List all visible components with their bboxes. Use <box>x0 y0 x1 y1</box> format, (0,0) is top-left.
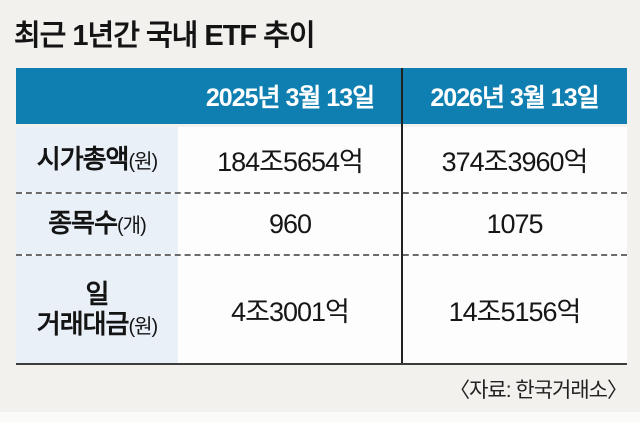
column-header-2025: 2025년 3월 13일 <box>205 84 375 112</box>
row-label-text-line2: 거래대금 <box>36 308 130 339</box>
header-spacer <box>16 68 178 124</box>
page-title: 최근 1년간 국내 ETF 추이 <box>14 20 316 52</box>
table-row-daily-trading-value: 일 거래대금(원) 4조3001억 14조5156억 <box>16 254 627 363</box>
cell-market-cap-2025: 184조5654억 <box>217 147 364 177</box>
table-row-market-cap: 시가총액(원) 184조5654억 374조3960억 <box>16 127 627 192</box>
row-label-text: 종목수 <box>48 208 118 239</box>
table-row-listed-count: 종목수(개) 960 1075 <box>16 192 627 254</box>
column-divider-line <box>401 68 403 363</box>
row-label-listed-count: 종목수(개) <box>16 194 178 254</box>
cell-listed-count-2025: 960 <box>268 208 312 239</box>
row-label-daily-trading-value: 일 거래대금(원) <box>16 256 178 363</box>
bottom-strip <box>0 412 640 422</box>
column-header-2026: 2026년 3월 13일 <box>430 84 599 112</box>
row-label-market-cap: 시가총액(원) <box>16 127 178 192</box>
row-label-unit: (원) <box>128 150 158 173</box>
cell-daily-trading-value-2025: 4조3001억 <box>231 297 350 327</box>
table-header-row: 2025년 3월 13일 2026년 3월 13일 <box>16 68 627 124</box>
cell-market-cap-2026: 374조3960억 <box>441 147 589 177</box>
source-note: 〈자료: 한국거래소〉 <box>449 379 628 402</box>
row-label-unit: (원) <box>128 315 158 338</box>
cell-daily-trading-value-2026: 14조5156억 <box>448 297 582 327</box>
row-label-text: 시가총액 <box>36 143 130 174</box>
cell-listed-count-2026: 1075 <box>486 208 543 239</box>
row-label-unit: (개) <box>117 215 147 238</box>
etf-table: 2025년 3월 13일 2026년 3월 13일 시가총액(원) 184조56… <box>16 68 627 365</box>
table-body: 시가총액(원) 184조5654억 374조3960억 종목수(개) 960 1… <box>16 127 627 363</box>
row-label-text-line1: 일 <box>85 278 110 309</box>
